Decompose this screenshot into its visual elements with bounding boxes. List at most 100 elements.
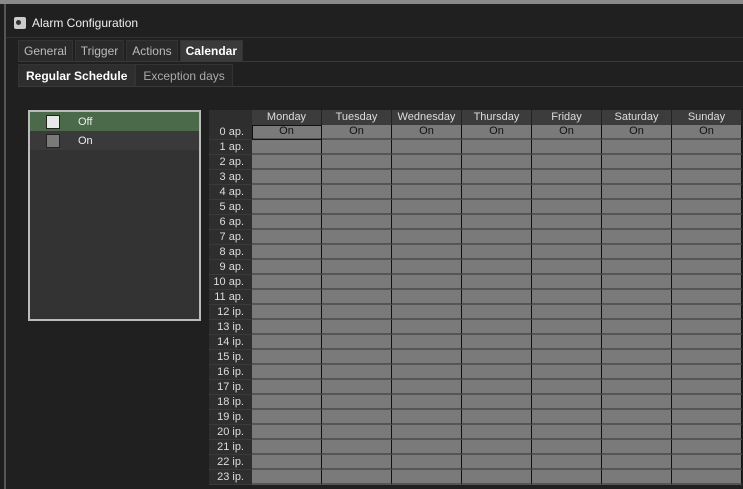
schedule-cell[interactable] bbox=[672, 365, 742, 380]
schedule-cell[interactable] bbox=[322, 215, 392, 230]
day-header[interactable]: Thursday bbox=[462, 110, 532, 125]
schedule-cell[interactable] bbox=[532, 440, 602, 455]
tab-trigger[interactable]: Trigger bbox=[74, 40, 125, 61]
hour-label[interactable]: 16 ip. bbox=[209, 365, 252, 380]
hour-label[interactable]: 6 ap. bbox=[209, 215, 252, 230]
schedule-cell[interactable] bbox=[462, 380, 532, 395]
schedule-cell[interactable] bbox=[252, 155, 322, 170]
schedule-cell[interactable] bbox=[602, 425, 672, 440]
day-header[interactable]: Sunday bbox=[672, 110, 742, 125]
schedule-cell[interactable] bbox=[602, 305, 672, 320]
schedule-cell[interactable] bbox=[532, 395, 602, 410]
schedule-cell[interactable] bbox=[672, 200, 742, 215]
schedule-cell[interactable] bbox=[672, 380, 742, 395]
schedule-cell[interactable]: On bbox=[252, 125, 322, 140]
day-header[interactable]: Saturday bbox=[602, 110, 672, 125]
schedule-cell[interactable] bbox=[602, 410, 672, 425]
schedule-cell[interactable] bbox=[672, 290, 742, 305]
schedule-cell[interactable] bbox=[462, 395, 532, 410]
hour-label[interactable]: 11 ap. bbox=[209, 290, 252, 305]
hour-label[interactable]: 4 ap. bbox=[209, 185, 252, 200]
day-header[interactable]: Monday bbox=[252, 110, 322, 125]
schedule-cell[interactable] bbox=[672, 170, 742, 185]
schedule-cell[interactable] bbox=[602, 245, 672, 260]
schedule-cell[interactable] bbox=[672, 470, 742, 485]
schedule-cell[interactable] bbox=[462, 440, 532, 455]
schedule-cell[interactable] bbox=[322, 395, 392, 410]
schedule-cell[interactable] bbox=[392, 245, 462, 260]
schedule-cell[interactable] bbox=[252, 440, 322, 455]
schedule-cell[interactable] bbox=[322, 365, 392, 380]
schedule-cell[interactable] bbox=[672, 245, 742, 260]
schedule-cell[interactable] bbox=[392, 230, 462, 245]
schedule-cell[interactable] bbox=[392, 170, 462, 185]
schedule-cell[interactable] bbox=[322, 470, 392, 485]
schedule-cell[interactable] bbox=[602, 380, 672, 395]
hour-label[interactable]: 0 ap. bbox=[209, 125, 252, 140]
schedule-cell[interactable]: On bbox=[532, 125, 602, 140]
hour-label[interactable]: 2 ap. bbox=[209, 155, 252, 170]
schedule-cell[interactable] bbox=[252, 425, 322, 440]
schedule-cell[interactable]: On bbox=[322, 125, 392, 140]
schedule-cell[interactable] bbox=[672, 410, 742, 425]
schedule-cell[interactable] bbox=[322, 230, 392, 245]
schedule-cell[interactable] bbox=[602, 365, 672, 380]
schedule-cell[interactable] bbox=[462, 215, 532, 230]
schedule-cell[interactable] bbox=[252, 260, 322, 275]
hour-label[interactable]: 3 ap. bbox=[209, 170, 252, 185]
day-header[interactable]: Wednesday bbox=[392, 110, 462, 125]
hour-label[interactable]: 5 ap. bbox=[209, 200, 252, 215]
schedule-cell[interactable] bbox=[252, 200, 322, 215]
schedule-cell[interactable] bbox=[532, 335, 602, 350]
tab-actions[interactable]: Actions bbox=[126, 40, 178, 61]
schedule-cell[interactable] bbox=[392, 290, 462, 305]
schedule-cell[interactable] bbox=[602, 275, 672, 290]
schedule-cell[interactable] bbox=[672, 260, 742, 275]
schedule-cell[interactable] bbox=[672, 335, 742, 350]
schedule-cell[interactable] bbox=[392, 200, 462, 215]
day-header[interactable]: Tuesday bbox=[322, 110, 392, 125]
schedule-cell[interactable] bbox=[392, 425, 462, 440]
hour-label[interactable]: 9 ap. bbox=[209, 260, 252, 275]
schedule-cell[interactable] bbox=[392, 455, 462, 470]
schedule-cell[interactable] bbox=[252, 185, 322, 200]
schedule-cell[interactable] bbox=[392, 140, 462, 155]
schedule-cell[interactable] bbox=[322, 380, 392, 395]
hour-label[interactable]: 21 ip. bbox=[209, 440, 252, 455]
schedule-cell[interactable] bbox=[252, 290, 322, 305]
schedule-cell[interactable] bbox=[672, 305, 742, 320]
schedule-cell[interactable] bbox=[392, 335, 462, 350]
schedule-cell[interactable] bbox=[392, 470, 462, 485]
schedule-cell[interactable] bbox=[462, 275, 532, 290]
schedule-cell[interactable] bbox=[392, 380, 462, 395]
schedule-cell[interactable] bbox=[392, 260, 462, 275]
schedule-cell[interactable] bbox=[672, 425, 742, 440]
schedule-cell[interactable] bbox=[462, 410, 532, 425]
schedule-cell[interactable] bbox=[462, 155, 532, 170]
schedule-cell[interactable] bbox=[392, 410, 462, 425]
schedule-cell[interactable] bbox=[322, 410, 392, 425]
tab-calendar[interactable]: Calendar bbox=[179, 40, 243, 61]
schedule-cell[interactable] bbox=[532, 425, 602, 440]
schedule-cell[interactable] bbox=[322, 440, 392, 455]
schedule-cell[interactable] bbox=[322, 305, 392, 320]
schedule-cell[interactable] bbox=[462, 350, 532, 365]
schedule-cell[interactable] bbox=[252, 320, 322, 335]
schedule-cell[interactable] bbox=[322, 425, 392, 440]
schedule-cell[interactable] bbox=[602, 170, 672, 185]
schedule-cell[interactable] bbox=[462, 260, 532, 275]
schedule-cell[interactable] bbox=[602, 350, 672, 365]
schedule-cell[interactable]: On bbox=[602, 125, 672, 140]
schedule-cell[interactable] bbox=[252, 410, 322, 425]
schedule-cell[interactable] bbox=[392, 275, 462, 290]
schedule-cell[interactable] bbox=[462, 185, 532, 200]
schedule-cell[interactable] bbox=[532, 320, 602, 335]
legend-item-on[interactable]: On bbox=[30, 131, 199, 150]
hour-label[interactable]: 13 ip. bbox=[209, 320, 252, 335]
schedule-cell[interactable] bbox=[532, 140, 602, 155]
hour-label[interactable]: 17 ip. bbox=[209, 380, 252, 395]
legend-item-off[interactable]: Off bbox=[30, 112, 199, 131]
schedule-cell[interactable] bbox=[602, 470, 672, 485]
schedule-cell[interactable] bbox=[532, 455, 602, 470]
schedule-cell[interactable] bbox=[602, 290, 672, 305]
